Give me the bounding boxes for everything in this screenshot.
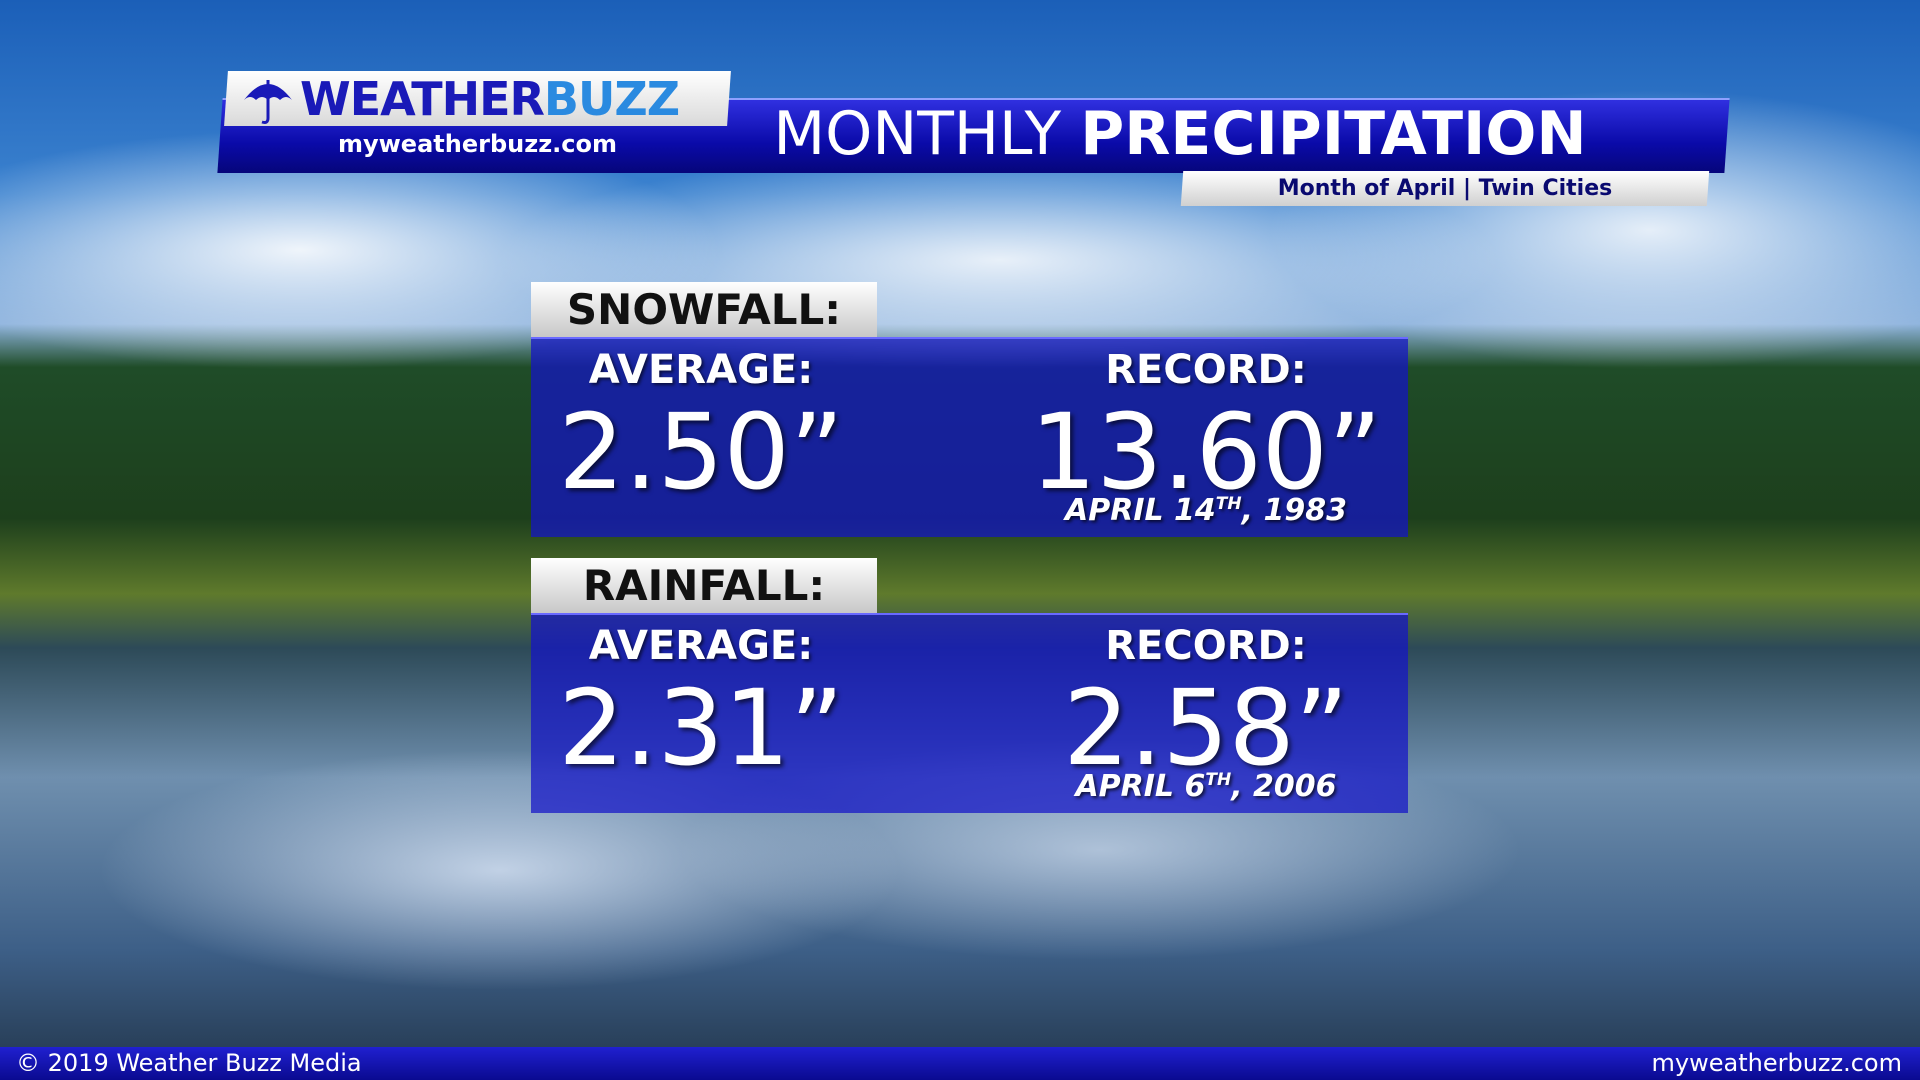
footer: © 2019 Weather Buzz Media myweatherbuzz.…	[0, 1047, 1920, 1080]
average-value: 2.50”	[558, 391, 844, 513]
umbrella-icon	[244, 80, 292, 124]
brand-url: myweatherbuzz.com	[337, 130, 617, 158]
record-label: RECORD:	[1105, 623, 1307, 669]
record-date: APRIL 6TH, 2006	[996, 769, 1416, 804]
footer-url: myweatherbuzz.com	[1651, 1049, 1902, 1077]
panel: AVERAGE: 2.31” RECORD: 2.58” APRIL 6TH, 2006	[531, 613, 1408, 813]
brand-buzz: BUZZ	[543, 72, 680, 126]
record-date-suffix: TH	[1215, 494, 1242, 514]
panel-heading: SNOWFALL:	[531, 282, 877, 337]
title-bold: PRECIPITATION	[1080, 99, 1587, 169]
brand-weather: WEATHER	[300, 72, 545, 126]
average-label: AVERAGE:	[588, 347, 814, 393]
average-label: AVERAGE:	[588, 623, 814, 669]
record-date-day: APRIL 14	[1065, 493, 1216, 528]
record-date-day: APRIL 6	[1075, 769, 1206, 804]
average-value: 2.31”	[558, 667, 844, 789]
panel: AVERAGE: 2.50” RECORD: 13.60” APRIL 14TH, 19…	[531, 337, 1408, 537]
record-date-year: , 2006	[1231, 769, 1337, 804]
title: MONTHLY PRECIPITATION	[740, 98, 1620, 171]
title-light: MONTHLY	[773, 99, 1062, 169]
record-value: 2.58”	[1063, 667, 1349, 789]
brand: WEATHERBUZZ	[300, 72, 680, 126]
record-date-year: , 1983	[1241, 493, 1347, 528]
record-date: APRIL 14TH, 1983	[996, 493, 1416, 528]
copyright: © 2019 Weather Buzz Media	[16, 1049, 362, 1077]
record-label: RECORD:	[1105, 347, 1307, 393]
subtitle: Month of April | Twin Cities	[1277, 176, 1613, 201]
record-value: 13.60”	[1030, 391, 1382, 513]
panel-heading: RAINFALL:	[531, 558, 877, 613]
record-date-suffix: TH	[1205, 770, 1232, 790]
